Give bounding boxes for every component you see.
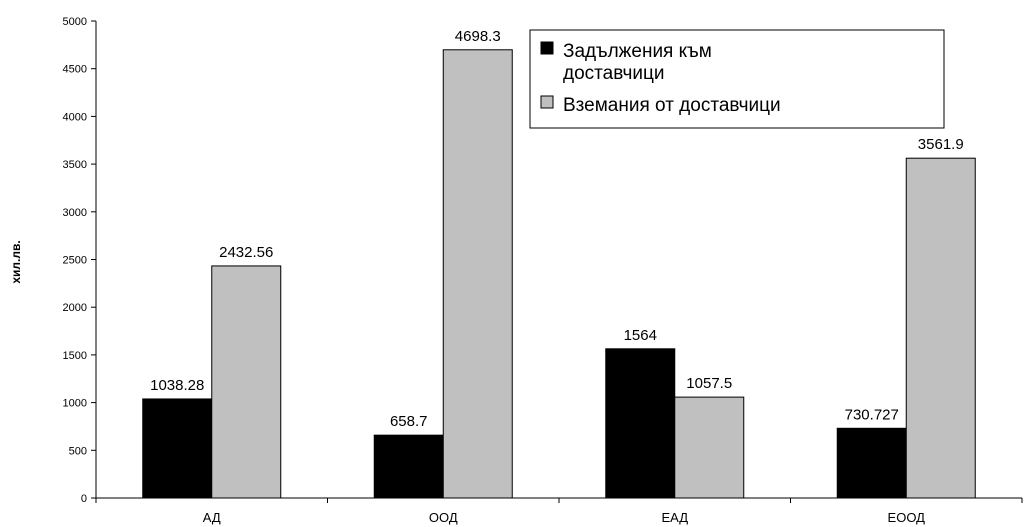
x-tick-label: ЕАД — [661, 510, 688, 525]
x-tick-label: АД — [203, 510, 221, 525]
bar — [605, 348, 676, 499]
y-tick-label: 4000 — [63, 111, 87, 123]
legend-label: Задължения към — [563, 41, 712, 62]
legend-swatch — [540, 41, 554, 55]
bar — [142, 398, 213, 499]
data-label: 1038.28 — [150, 377, 204, 394]
y-tick-label: 3000 — [63, 207, 87, 219]
legend-box — [529, 29, 945, 129]
data-label: 1564 — [624, 327, 657, 344]
data-label: 2432.56 — [219, 244, 273, 261]
y-tick-label: 4500 — [63, 64, 87, 76]
bar — [674, 396, 745, 499]
y-tick-label: 2500 — [63, 255, 87, 267]
y-tick-label: 1500 — [63, 350, 87, 362]
y-tick-label: 1000 — [63, 398, 87, 410]
data-label: 1057.5 — [686, 375, 732, 392]
data-label: 3561.9 — [918, 136, 964, 153]
x-tick-label: ЕООД — [888, 510, 926, 525]
y-tick-label: 5000 — [63, 16, 87, 28]
bar — [442, 49, 513, 499]
x-tick-label: ООД — [429, 510, 458, 525]
plot-area: 0 500 1000 1500 2000 2500 3000 3500 4000 4500 5000… — [63, 16, 1023, 525]
y-tick-label: 500 — [69, 445, 87, 457]
y-tick-label: 2000 — [63, 302, 87, 314]
data-label: 730.727 — [845, 406, 899, 423]
bar — [905, 157, 976, 499]
y-axis-label: хил.лв. — [9, 240, 23, 283]
bar — [373, 434, 444, 499]
legend-label: доставчици — [563, 63, 664, 84]
y-tick-label: 0 — [81, 493, 87, 505]
bar — [836, 427, 907, 499]
y-tick-label: 3500 — [63, 159, 87, 171]
legend-swatch — [540, 95, 554, 109]
data-label: 4698.3 — [455, 28, 501, 45]
legend-label: Вземания от доставчици — [563, 95, 781, 116]
bar — [211, 265, 282, 499]
data-label: 658.7 — [390, 413, 428, 430]
